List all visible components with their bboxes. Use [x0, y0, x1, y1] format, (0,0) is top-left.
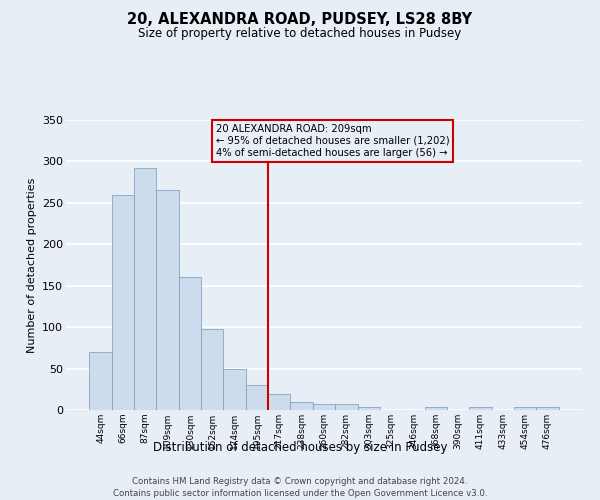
Bar — [313, 404, 335, 410]
Text: Contains public sector information licensed under the Open Government Licence v3: Contains public sector information licen… — [113, 490, 487, 498]
Text: Distribution of detached houses by size in Pudsey: Distribution of detached houses by size … — [153, 441, 447, 454]
Text: 20, ALEXANDRA ROAD, PUDSEY, LS28 8BY: 20, ALEXANDRA ROAD, PUDSEY, LS28 8BY — [127, 12, 473, 28]
Bar — [514, 406, 536, 410]
Bar — [469, 406, 491, 410]
Bar — [246, 385, 268, 410]
Bar — [358, 406, 380, 410]
Bar — [89, 352, 112, 410]
Y-axis label: Number of detached properties: Number of detached properties — [26, 178, 37, 352]
Bar — [157, 190, 179, 410]
Bar — [112, 194, 134, 410]
Bar — [134, 168, 157, 410]
Bar — [536, 406, 559, 410]
Text: Size of property relative to detached houses in Pudsey: Size of property relative to detached ho… — [139, 28, 461, 40]
Bar — [179, 278, 201, 410]
Text: 20 ALEXANDRA ROAD: 209sqm
← 95% of detached houses are smaller (1,202)
4% of sem: 20 ALEXANDRA ROAD: 209sqm ← 95% of detac… — [215, 124, 449, 158]
Bar — [201, 329, 223, 410]
Bar — [425, 406, 447, 410]
Bar — [268, 394, 290, 410]
Text: Contains HM Land Registry data © Crown copyright and database right 2024.: Contains HM Land Registry data © Crown c… — [132, 476, 468, 486]
Bar — [290, 402, 313, 410]
Bar — [335, 404, 358, 410]
Bar — [223, 370, 246, 410]
